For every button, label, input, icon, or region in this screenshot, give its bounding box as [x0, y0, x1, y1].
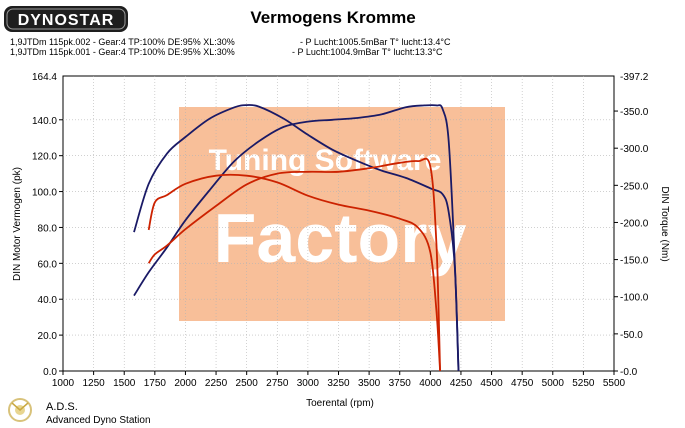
y-tick-label: 60.0 — [38, 259, 58, 270]
watermark-box — [179, 107, 505, 321]
series-line-power — [147, 157, 441, 372]
run-label-001: 1,9JTDm 115pk.001 - Gear:4 TP:100% DE:95… — [10, 47, 235, 57]
grid — [63, 76, 614, 371]
x-tick-label: 3000 — [297, 378, 320, 389]
run-conditions-001: - P Lucht:1004.9mBar T° lucht:13.3°C — [292, 47, 443, 57]
series-line-torque — [147, 173, 441, 372]
x-tick-label: 1500 — [113, 378, 136, 389]
chart-title: Vermogens Kromme — [250, 8, 415, 27]
x-tick-label: 2500 — [236, 378, 259, 389]
y-max-label: 164.4 — [32, 72, 57, 83]
y-tick-label: 120.0 — [32, 152, 57, 163]
x-tick-label: 2750 — [266, 378, 289, 389]
y2-tick-label: -300.0 — [620, 144, 649, 155]
watermark-line2: Factory — [214, 199, 467, 277]
x-tick-label: 5000 — [542, 378, 565, 389]
footer-brand: A.D.S. — [46, 401, 78, 413]
x-tick-label: 1250 — [82, 378, 105, 389]
y-tick-label: 100.0 — [32, 188, 57, 199]
x-axis-label: Toerental (rpm) — [306, 398, 374, 409]
y2-tick-label: -0.0 — [620, 367, 638, 378]
x-tick-label: 4750 — [511, 378, 534, 389]
x-tick-label: 3500 — [358, 378, 381, 389]
x-tick-label: 4500 — [480, 378, 503, 389]
x-tick-label: 5250 — [572, 378, 595, 389]
run-conditions-002: - P Lucht:1005.5mBar T° lucht:13.4°C — [300, 37, 451, 47]
y2-max-label: -397.2 — [620, 72, 649, 83]
dynostar-logo: DYNOSTAR — [4, 6, 128, 32]
x-tick-label: 1750 — [144, 378, 167, 389]
y-tick-label: 20.0 — [38, 331, 58, 342]
y-tick-label: 80.0 — [38, 223, 58, 234]
watermark: Tuning Software Factory — [179, 107, 505, 321]
footer-subtitle: Advanced Dyno Station — [46, 415, 151, 426]
x-tick-label: 5500 — [603, 378, 626, 389]
x-tick-label: 2250 — [205, 378, 228, 389]
y2-tick-label: -150.0 — [620, 256, 649, 267]
y2-tick-label: -200.0 — [620, 218, 649, 229]
y2-tick-label: -350.0 — [620, 107, 649, 118]
x-tick-label: 1000 — [52, 378, 75, 389]
series-line-torque — [133, 104, 460, 372]
y-tick-label: 140.0 — [32, 116, 57, 127]
logo-text: DYNOSTAR — [18, 12, 115, 29]
y-tick-label: 40.0 — [38, 295, 58, 306]
y2-axis-label: DIN Torque (Nm) — [659, 186, 670, 261]
x-tick-label: 2000 — [174, 378, 197, 389]
y2-tick-label: -50.0 — [620, 330, 643, 341]
x-tick-label: 4000 — [419, 378, 442, 389]
y2-tick-label: -250.0 — [620, 181, 649, 192]
x-tick-label: 3750 — [389, 378, 412, 389]
x-tick-label: 3250 — [327, 378, 350, 389]
ads-logo-icon — [8, 398, 32, 422]
series-group — [133, 104, 460, 372]
axes: 1000 1250 1500 1750 2000 2250 2500 2750 3000 3250… — [32, 72, 649, 389]
y2-tick-label: -100.0 — [620, 293, 649, 304]
series-line-power — [133, 104, 460, 372]
y-tick-label: 0.0 — [43, 367, 57, 378]
y-axis-label: DIN Motor Vermogen (pk) — [12, 167, 23, 281]
run-label-002: 1,9JTDm 115pk.002 - Gear:4 TP:100% DE:95… — [10, 37, 235, 47]
x-tick-label: 4250 — [450, 378, 473, 389]
